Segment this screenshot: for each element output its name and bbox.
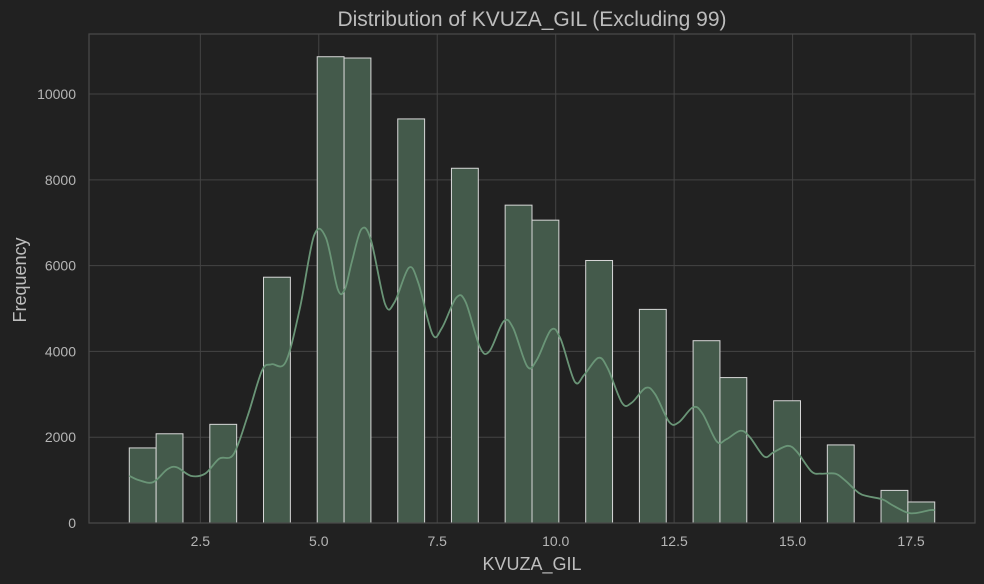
y-tick-label: 0 [68,515,76,531]
x-tick-label: 15.0 [779,533,806,549]
y-tick-label: 6000 [45,258,76,274]
y-tick-label: 2000 [45,429,76,445]
y-axis-label: Frequency [10,237,30,322]
kde-curve-layer [128,226,935,515]
x-tick-labels: 2.5 5.0 7.5 10.0 12.5 15.0 17.5 [191,533,925,549]
histogram-bar [531,219,560,524]
x-tick-label: 2.5 [191,533,211,549]
x-axis-label: KVUZA_GIL [482,554,581,575]
chart-title: Distribution of KVUZA_GIL (Excluding 99) [337,8,726,31]
histogram-bar [128,447,157,524]
plot-frame [88,33,976,524]
histogram-bar [316,56,345,524]
histogram-bar [585,259,614,524]
x-tick-label: 17.5 [897,533,924,549]
x-tick-label: 7.5 [428,533,448,549]
histogram-bar [450,167,479,524]
histogram-bar [343,57,372,524]
y-tick-label: 10000 [37,86,76,102]
x-tick-label: 5.0 [309,533,329,549]
y-tick-label: 4000 [45,343,76,359]
kde-curve [128,226,935,515]
histogram-bar [155,433,184,524]
y-tick-label: 8000 [45,172,76,188]
histogram-bar [504,204,533,524]
histogram-bar [719,377,748,524]
x-tick-label: 10.0 [542,533,569,549]
y-tick-labels: 0 2000 4000 6000 8000 10000 [37,86,76,531]
histogram-bars [128,56,936,524]
histogram-bar [209,423,238,524]
histogram-bar [638,308,667,524]
histogram-bar [773,400,801,524]
histogram-bar [692,340,721,524]
histogram-bar [397,118,426,524]
histogram-bar [263,276,291,524]
x-tick-label: 12.5 [661,533,688,549]
